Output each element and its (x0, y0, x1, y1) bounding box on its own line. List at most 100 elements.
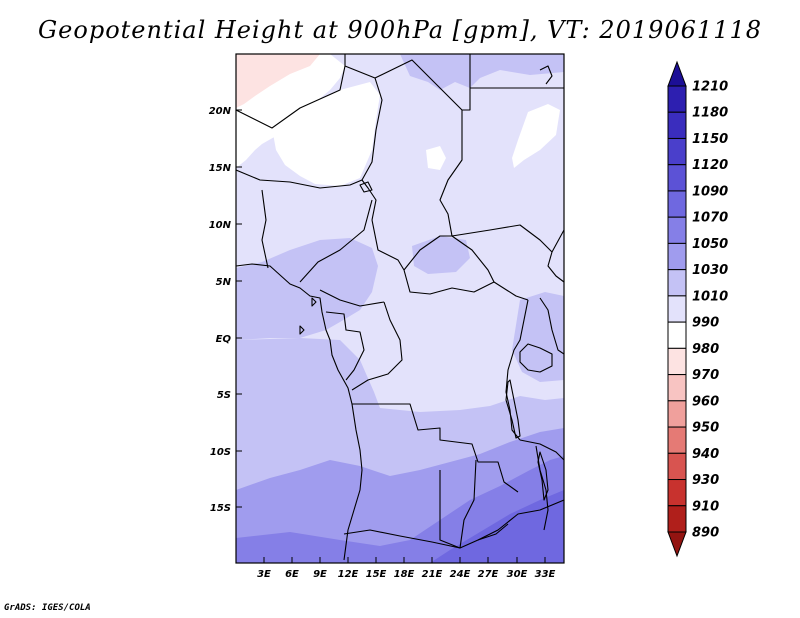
colorbar-label: 1090 (692, 184, 728, 199)
country-boundaries (236, 54, 564, 549)
coast-gulf-of-guinea-islands (299, 297, 317, 335)
border-niger-chad (361, 77, 383, 221)
coast-lake-tanganyika (505, 379, 521, 439)
coast-red-sea (539, 65, 553, 85)
colorbar-label: 890 (692, 526, 719, 541)
border-nigeria-cameroon (299, 199, 373, 283)
lat-label-10s: 10S (210, 447, 231, 458)
lon-label-12e: 12E (338, 569, 359, 580)
lon-label-21e: 21E (422, 569, 443, 580)
field-region-990-1010-spot (426, 146, 446, 170)
field-region-990-1010-east (512, 104, 560, 168)
colorbar-segment (667, 400, 687, 428)
colorbar-label: 940 (692, 447, 719, 462)
colorbar: 1210 1180 1150 1120 1090 1070 1050 1030 1010 990 9… (667, 60, 728, 558)
border-congo-gabon (325, 311, 365, 381)
colorbar-bottom-arrow (667, 531, 687, 558)
border-egypt-sudan (462, 54, 471, 111)
border-zambia-south (459, 459, 477, 549)
border-nigeria-benin (261, 189, 269, 269)
border-angola-namibia (343, 529, 461, 549)
colorbar-segment (667, 321, 687, 349)
border-sudan-south-sudan (451, 224, 553, 253)
map-title: Geopotential Height at 900hPa [gpm], VT:… (38, 16, 762, 44)
colorbar-label: 1030 (692, 263, 728, 278)
colorbar-segment (667, 216, 687, 244)
lat-label-5n: 5N (216, 277, 232, 288)
colorbar-label: 930 (692, 473, 719, 488)
colorbar-segment (667, 164, 687, 192)
longitude-axis: 3E 6E 9E 12E 15E 18E 21E 24E 27E 30E 33E (257, 557, 556, 580)
colorbar-label: 910 (692, 499, 719, 514)
field-region-1090-1120-southeast (430, 490, 564, 563)
colorbar-segment (667, 242, 687, 271)
border-congo-drc (351, 301, 403, 391)
grads-credit: GrADS: IGES/COLA (4, 603, 91, 613)
coast-lake-victoria (519, 343, 553, 373)
lon-label-27e: 27E (478, 569, 499, 580)
colorbar-label: 1180 (692, 106, 728, 121)
border-kenya-uganda (539, 297, 564, 355)
colorbar-segment (667, 426, 687, 454)
colorbar-segment (667, 269, 687, 297)
border-south-sudan-ethiopia (547, 229, 564, 283)
coast-lake-malawi (537, 451, 549, 501)
colorbar-label: 950 (692, 421, 719, 436)
colorbar-label: 1120 (692, 158, 728, 173)
border-car-drc (403, 269, 529, 301)
border-drc-angola (352, 403, 519, 493)
field-region-990-1010-sahara (272, 82, 380, 186)
colorbar-segment (667, 505, 687, 533)
lat-label-10n: 10N (209, 220, 232, 231)
colorbar-label: 1010 (692, 289, 728, 304)
colorbar-segment (667, 374, 687, 402)
coastline (236, 65, 553, 561)
lat-label-15n: 15N (209, 163, 232, 174)
colorbar-label: 970 (692, 368, 719, 383)
colorbar-label: 1210 (692, 80, 728, 95)
lon-label-18e: 18E (394, 569, 415, 580)
colorbar-label: 1150 (692, 132, 728, 147)
border-algeria-mali-niger (236, 65, 346, 129)
lon-label-30e: 30E (507, 569, 528, 580)
border-malawi (535, 445, 549, 531)
lat-label-15s: 15S (210, 503, 231, 514)
field-region-980-990 (236, 54, 320, 108)
colorbar-segment (667, 347, 687, 376)
border-cameroon-chad (371, 219, 405, 271)
colorbar-label: 1070 (692, 211, 728, 226)
lat-label-eq: EQ (216, 334, 232, 345)
colorbar-segment (667, 85, 687, 113)
colorbar-label: 980 (692, 342, 719, 357)
lon-label-33e: 33E (535, 569, 556, 580)
lon-label-6e: 6E (285, 569, 299, 580)
border-chad-sudan (439, 110, 463, 237)
height-field (236, 54, 564, 563)
border-cameroon-congo (319, 289, 385, 307)
field-region-1030-1050-northeast (400, 54, 564, 90)
colorbar-label: 960 (692, 394, 719, 409)
coast-lake-chad (359, 181, 373, 193)
border-drc-uganda-rwanda (505, 299, 529, 441)
colorbar-label: 990 (692, 316, 719, 331)
lon-label-9e: 9E (313, 569, 327, 580)
colorbar-segment (667, 190, 687, 218)
colorbar-top-arrow (667, 60, 687, 87)
colorbar-label: 1050 (692, 237, 728, 252)
lat-label-5s: 5S (217, 390, 231, 401)
lon-label-15e: 15E (366, 569, 387, 580)
colorbar-segment (667, 137, 687, 166)
colorbar-segment (667, 111, 687, 139)
border-tanzania-mozambique (519, 439, 564, 461)
colorbar-segment (667, 295, 687, 323)
map-frame (235, 53, 565, 564)
lat-label-20n: 20N (209, 106, 232, 117)
colorbar-segment (667, 452, 687, 481)
lon-label-3e: 3E (257, 569, 271, 580)
lon-label-24e: 24E (450, 569, 471, 580)
field-region-1030-1050-west-africa (236, 238, 378, 340)
border-niger-nigeria (236, 169, 363, 189)
latitude-axis: 20N 15N 10N 5N EQ 5S 10S 15S (209, 106, 242, 514)
colorbar-segment (667, 479, 687, 507)
